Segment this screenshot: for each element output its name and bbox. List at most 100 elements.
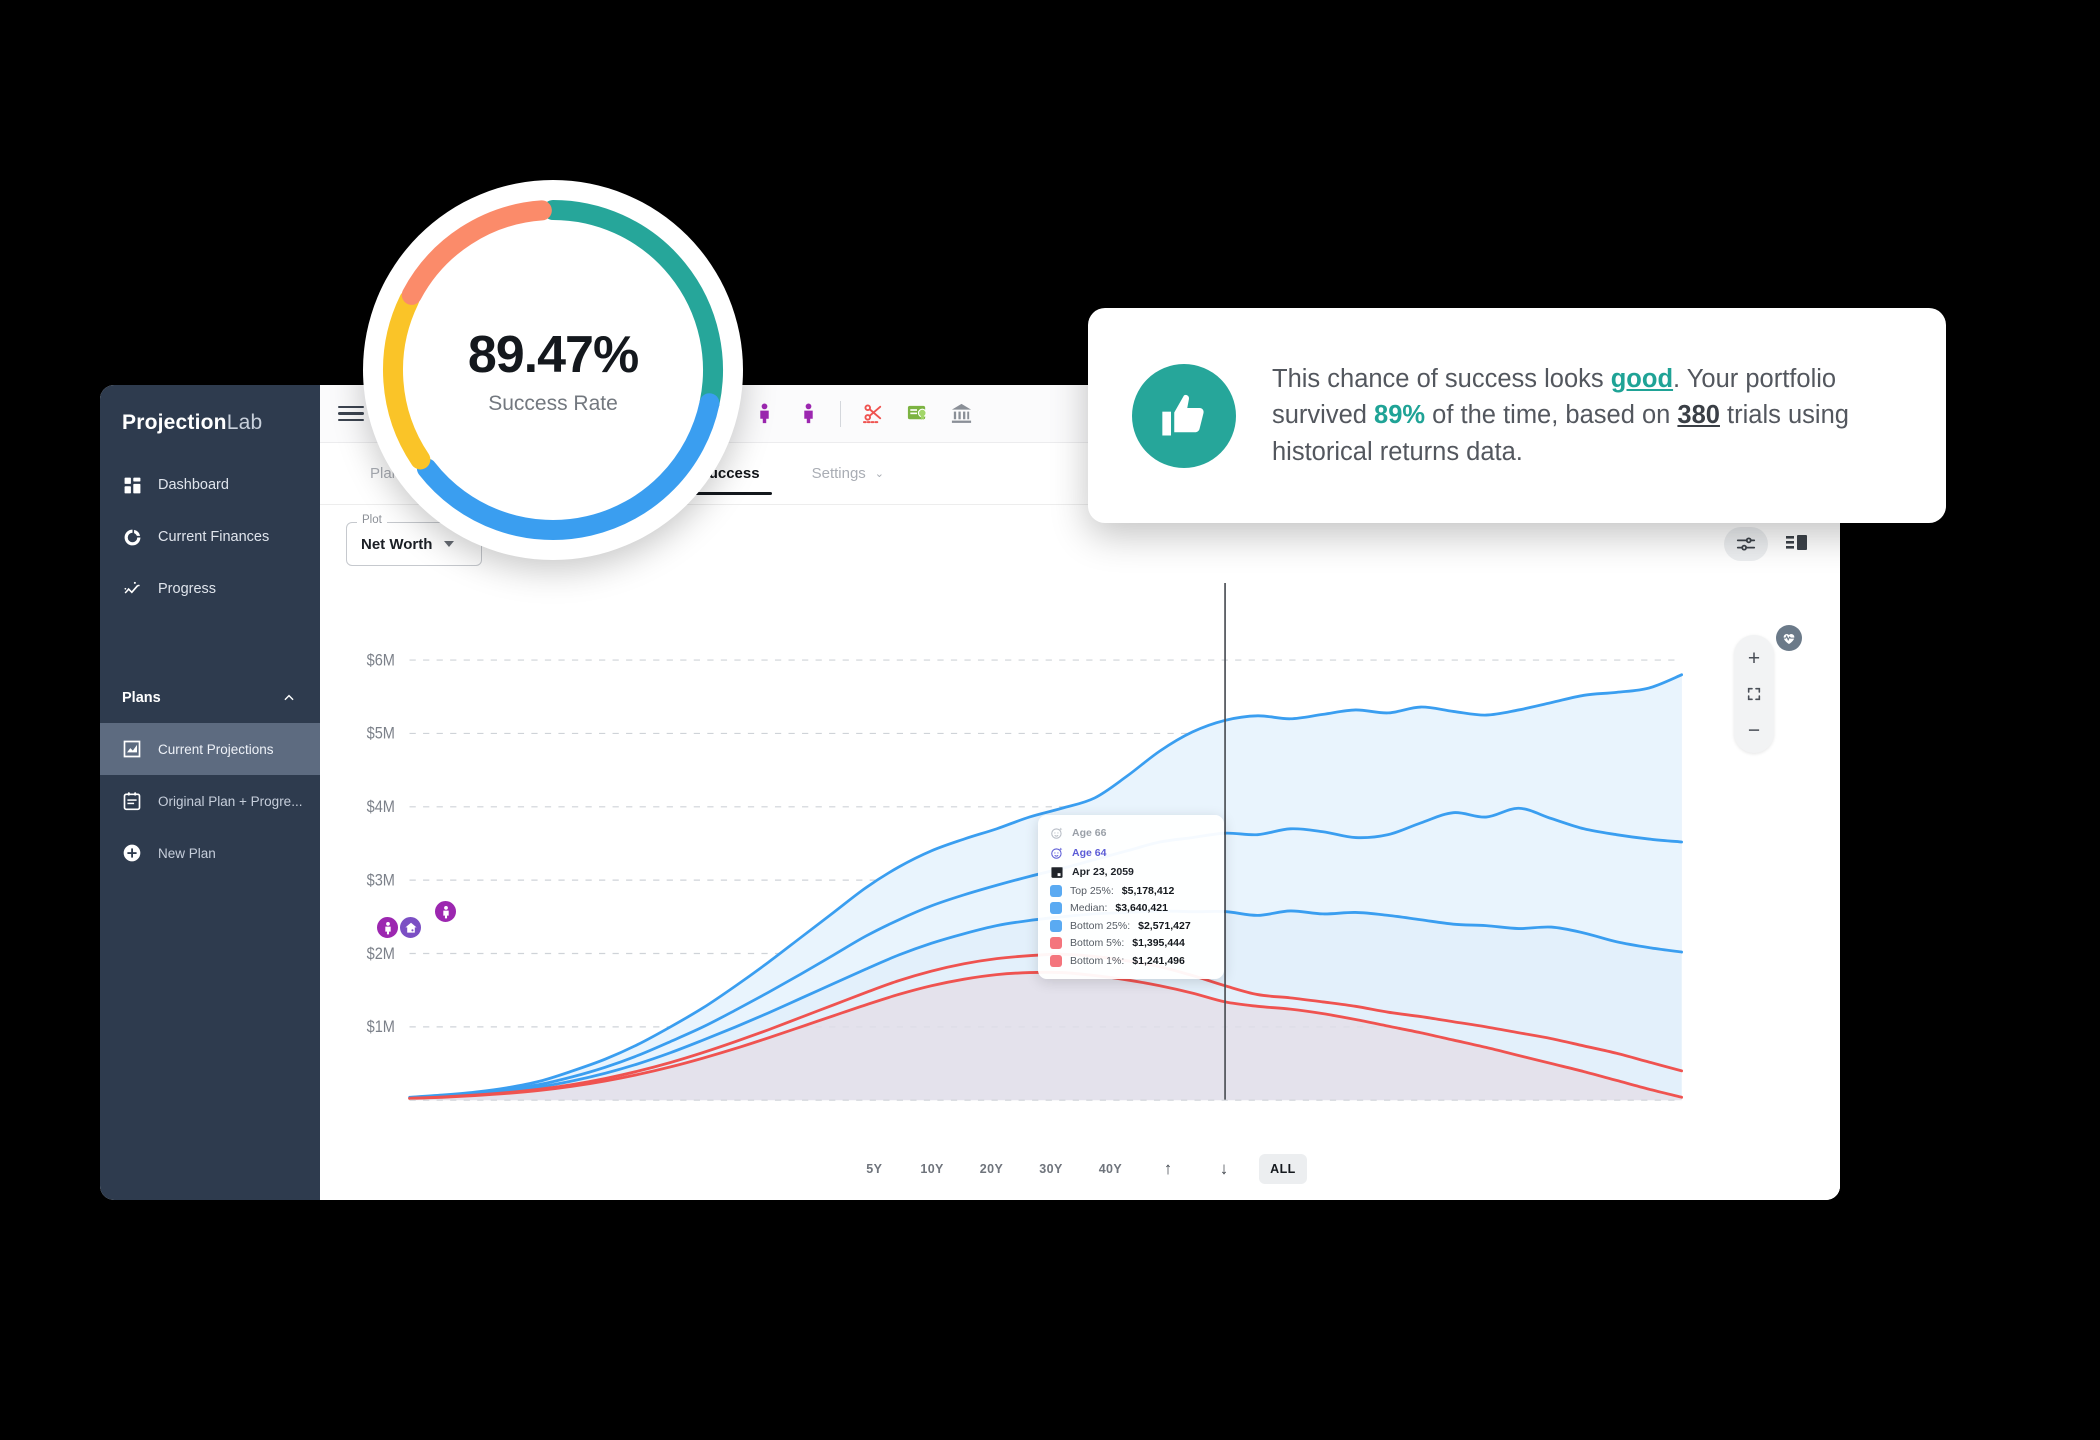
series-name: Bottom 5%: (1070, 937, 1125, 949)
chart-zoom-controls: + − (1734, 635, 1774, 753)
sliders-icon[interactable] (1724, 527, 1768, 561)
series-swatch (1050, 919, 1062, 932)
sidebar-item-current-projections[interactable]: Current Projections (100, 723, 320, 775)
fullscreen-icon[interactable] (1734, 677, 1774, 711)
msg-trials: 380 (1677, 401, 1720, 430)
tooltip-age-label: Age 66 (1072, 827, 1107, 839)
certificate-icon[interactable] (895, 392, 939, 436)
sidebar-item-original-plan[interactable]: Original Plan + Progre... (100, 775, 320, 827)
sidebar-item-label: Progress (158, 581, 217, 597)
msg-part-4: trials using historical returns data. (1272, 401, 1849, 466)
donut-segment-blue (416, 393, 720, 540)
donut-segment-yellow (383, 289, 431, 470)
series-value: $1,241,496 (1132, 954, 1185, 967)
scroll-up-button[interactable]: ↑ (1163, 1159, 1173, 1178)
milestone-person-1[interactable] (375, 915, 400, 940)
time-range-all[interactable]: ALL (1259, 1154, 1307, 1184)
milestone-home[interactable] (398, 915, 423, 940)
zoom-in-button[interactable]: + (1747, 646, 1761, 670)
series-value: $5,178,412 (1121, 884, 1175, 897)
calendar-note-icon (122, 791, 142, 811)
scissors-icon[interactable] (851, 392, 895, 436)
donut-segment-teal (543, 200, 723, 414)
success-rate-donut: 89.47% Success Rate (363, 180, 743, 560)
msg-percent: 89% (1374, 401, 1426, 430)
time-range-20y[interactable]: 20Y (979, 1162, 1004, 1176)
success-message-text: This chance of success looks good. Your … (1272, 361, 1898, 470)
time-range-10y[interactable]: 10Y (920, 1162, 944, 1176)
sidebar-plans-list: Current Projections Original Plan + Prog… (100, 723, 320, 879)
sidebar-item-current-finances[interactable]: Current Finances (100, 511, 320, 563)
chart-area: $1M $2M $3M $4M $5M $6M + (320, 583, 1840, 1138)
dashboard-icon (122, 475, 142, 495)
baby-face-icon (1050, 826, 1064, 840)
chart-toolbar-right (1724, 527, 1810, 561)
time-range-30y[interactable]: 30Y (1039, 1162, 1063, 1176)
time-range-40y[interactable]: 40Y (1098, 1162, 1123, 1176)
sidebar-item-label: Original Plan + Progre... (158, 793, 303, 809)
tooltip-series-row: Median: $3,640,421 (1050, 902, 1212, 914)
msg-part-1: This chance of success looks (1272, 365, 1611, 394)
sidebar-item-dashboard[interactable]: Dashboard (100, 459, 320, 511)
sidebar-item-new-plan[interactable]: New Plan (100, 827, 320, 879)
series-swatch (1050, 902, 1062, 914)
chevron-down-icon: ⌄ (874, 468, 885, 480)
brand-first: Projection (122, 411, 227, 434)
trend-icon (122, 579, 142, 599)
series-name: Bottom 1%: (1070, 954, 1125, 967)
chevron-up-icon (282, 691, 296, 705)
time-range-bar: 5Y 10Y 20Y 30Y 40Y ↑ ↓ ALL (320, 1138, 1840, 1200)
series-value: $1,395,444 (1132, 937, 1185, 949)
chart-line-icon (122, 739, 142, 759)
scroll-down-button[interactable]: ↓ (1219, 1159, 1229, 1178)
chart-health-badge[interactable] (1776, 625, 1802, 651)
brand-second: Lab (226, 411, 263, 434)
success-message-card: This chance of success looks good. Your … (1088, 308, 1946, 523)
tooltip-date: Apr 23, 2059 (1072, 866, 1134, 878)
thumbs-up-icon (1132, 363, 1236, 468)
tab-settings[interactable]: Settings ⌄ (786, 443, 910, 505)
toolbar-divider (840, 400, 841, 427)
tooltip-series-row: Top 25%: $5,178,412 (1050, 884, 1212, 897)
chevron-down-icon (444, 541, 455, 547)
y-axis-tick-label: $2M (367, 945, 395, 963)
donut-segment-orange (401, 200, 552, 305)
success-rate-value: 89.47% (467, 325, 639, 384)
msg-part-2: . Your portfolio survived (1272, 365, 1837, 430)
zoom-out-button[interactable]: − (1747, 718, 1761, 742)
tooltip-age-row: Age 66 (1050, 826, 1212, 840)
y-axis-tick-label: $6M (367, 652, 395, 670)
donut-icon (122, 527, 142, 547)
app-logo: ProjectionLab (100, 399, 320, 441)
msg-part-3: of the time, based on (1425, 401, 1678, 430)
series-swatch (1050, 937, 1062, 949)
person-icon[interactable] (742, 392, 786, 436)
series-name: Median: (1070, 902, 1108, 914)
chart-band-bottom (409, 972, 1682, 1101)
y-axis-tick-label: $1M (367, 1018, 395, 1036)
series-swatch (1050, 954, 1062, 967)
sidebar-item-label: Dashboard (158, 477, 229, 493)
tab-label: Settings (811, 465, 866, 482)
chart-toolbar: Plot Net Worth (320, 505, 1840, 583)
success-rate-caption: Success Rate (488, 391, 618, 415)
milestone-person-2[interactable] (433, 899, 458, 924)
sidebar-item-label: Current Finances (158, 529, 270, 545)
donut-ring (383, 200, 723, 540)
sidebar-nav: Dashboard Current Finances Progress (100, 459, 320, 615)
sidebar-section-label: Plans (122, 690, 161, 706)
panel-layout-icon[interactable] (1784, 531, 1810, 557)
plot-select[interactable]: Plot Net Worth (346, 514, 482, 566)
sidebar-section-plans[interactable]: Plans (100, 673, 320, 723)
time-range-5y[interactable]: 5Y (866, 1162, 883, 1176)
series-name: Top 25%: (1070, 884, 1114, 897)
calendar-icon (1050, 865, 1064, 879)
bank-icon[interactable] (939, 392, 983, 436)
sidebar-item-progress[interactable]: Progress (100, 563, 320, 615)
donut-center-label: 89.47% Success Rate (467, 325, 639, 416)
tooltip-series-row: Bottom 5%: $1,395,444 (1050, 937, 1212, 949)
plus-circle-icon (122, 843, 142, 863)
sidebar-item-label: Current Projections (158, 741, 274, 757)
hamburger-icon[interactable] (338, 401, 364, 427)
person-icon[interactable] (786, 392, 830, 436)
